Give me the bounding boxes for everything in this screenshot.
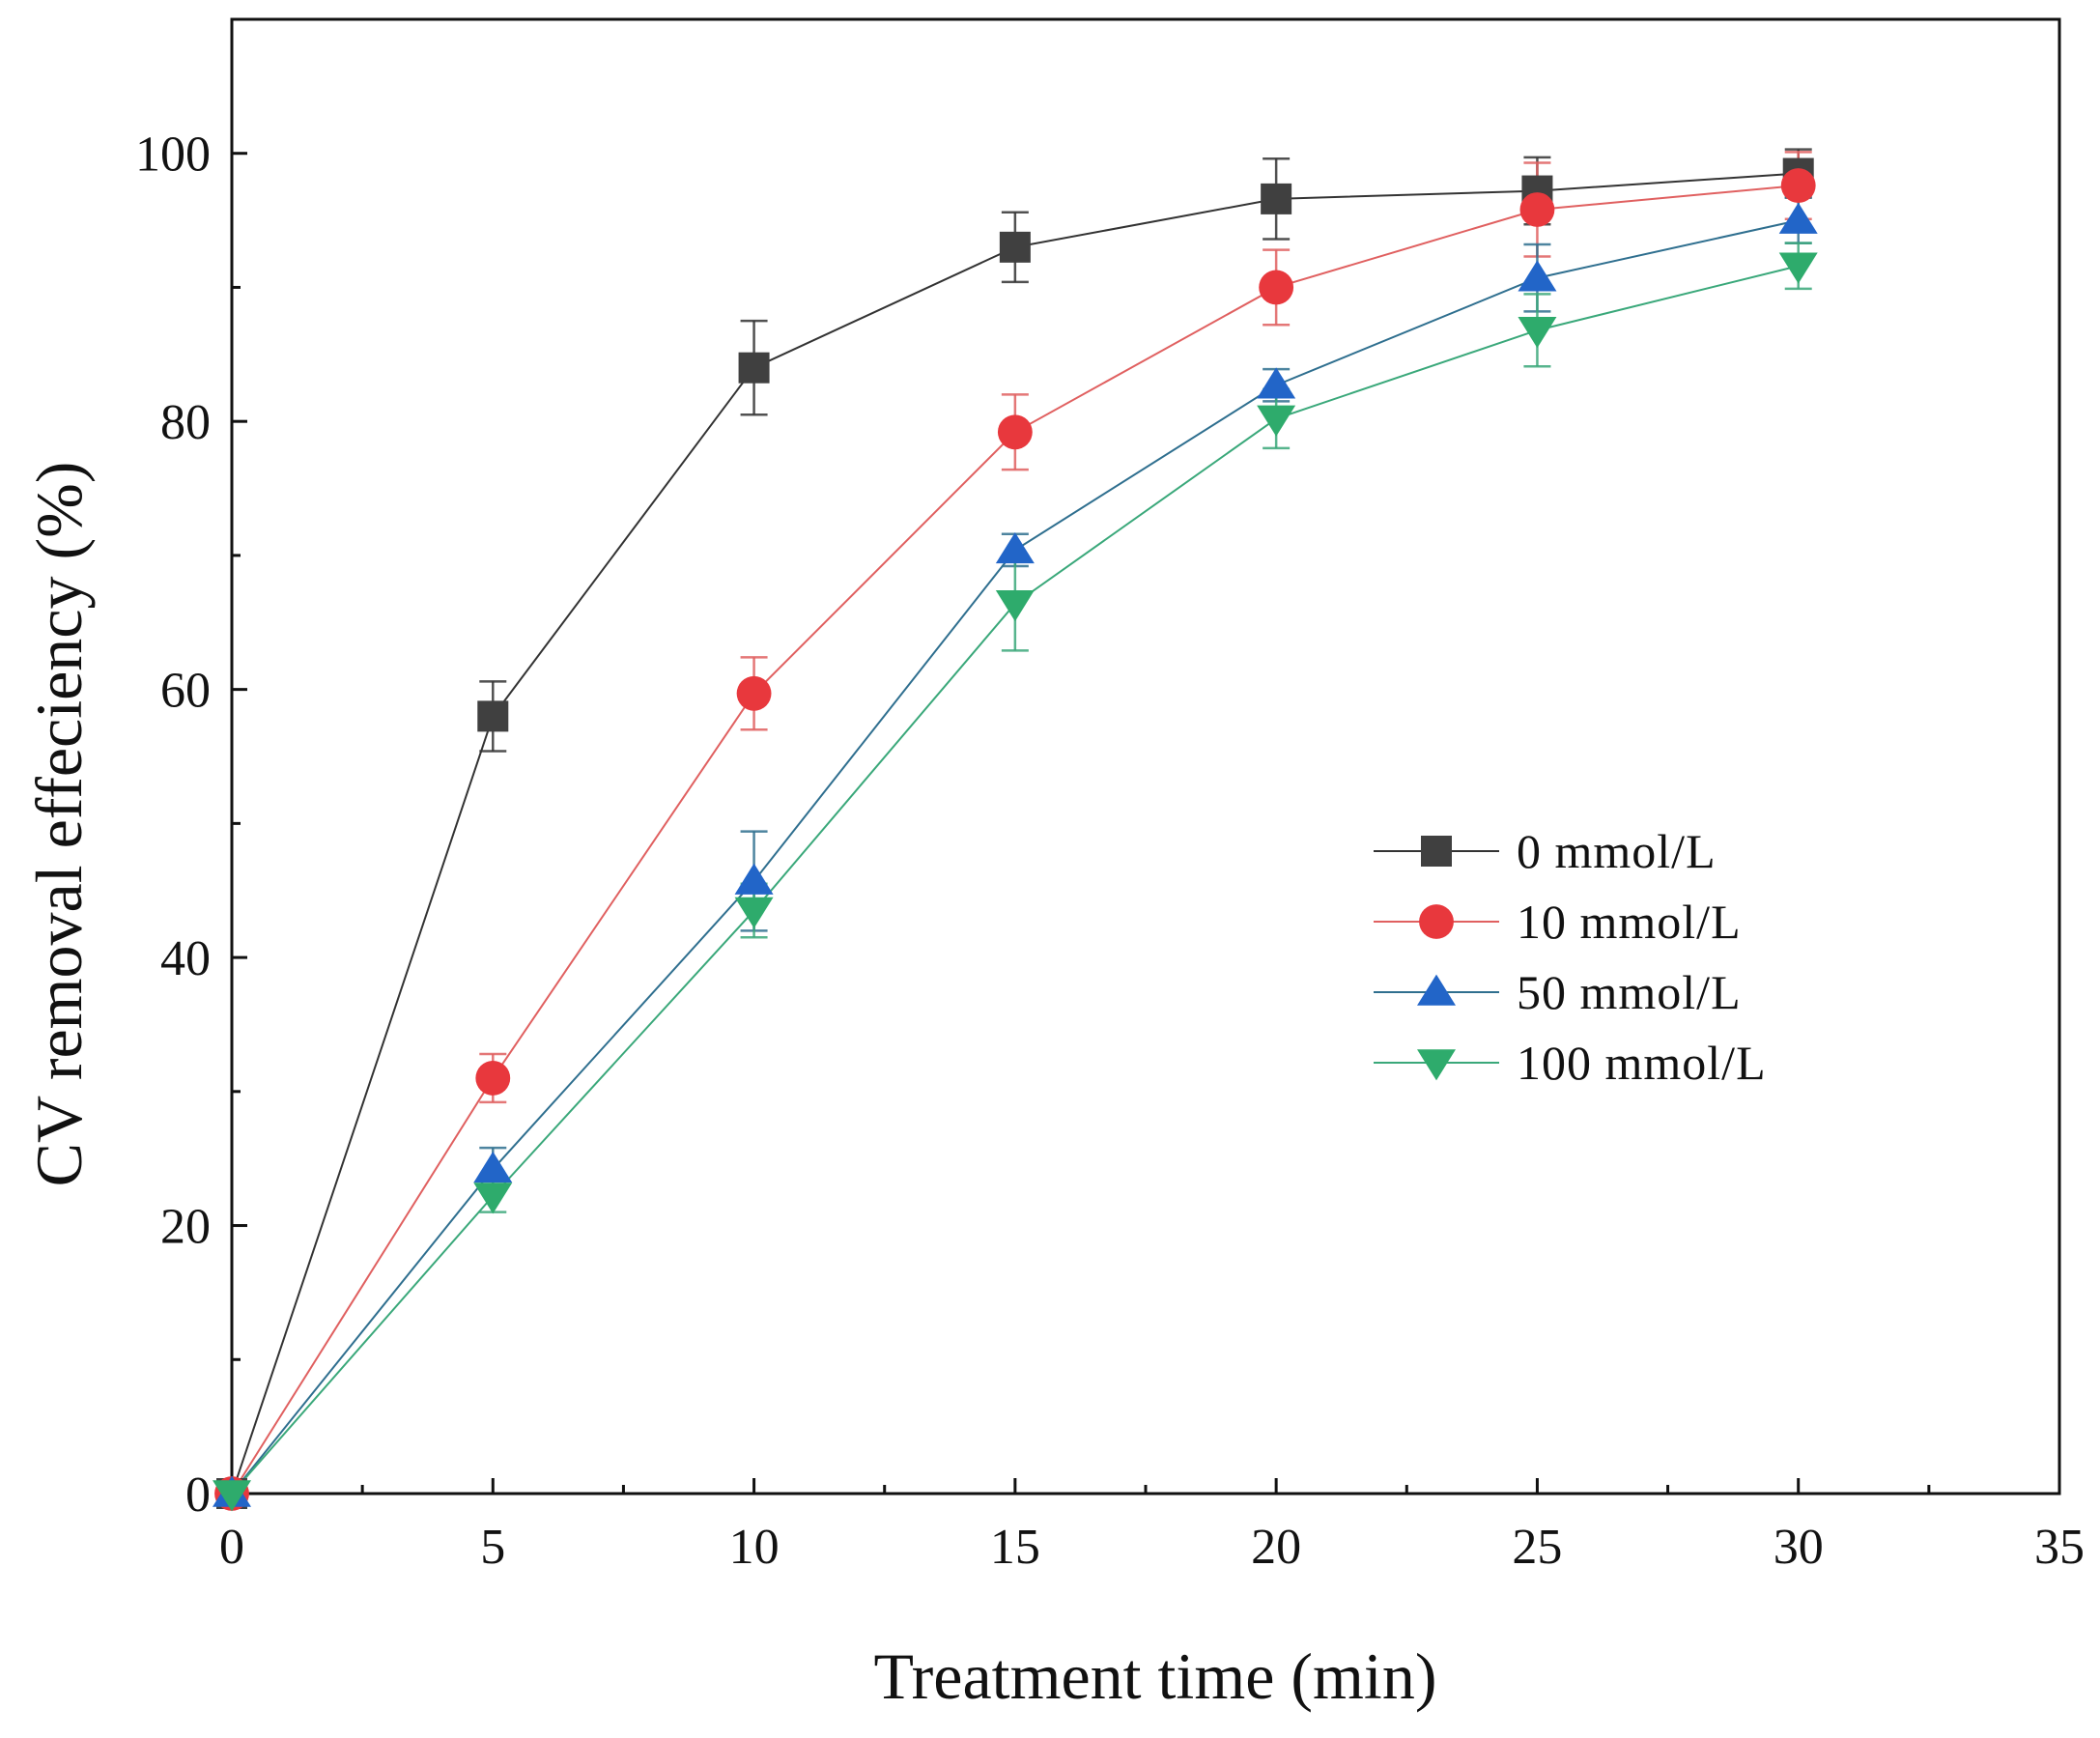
y-tick-label: 0 — [185, 1467, 211, 1523]
legend-marker — [1421, 836, 1452, 867]
x-tick-label: 10 — [729, 1520, 780, 1575]
legend-label: 0 mmol/L — [1517, 824, 1717, 878]
x-tick-label: 35 — [2034, 1520, 2085, 1575]
y-tick-label: 100 — [135, 128, 211, 183]
data-point — [997, 414, 1033, 450]
data-point — [995, 531, 1035, 564]
data-point — [999, 231, 1031, 263]
data-point — [734, 863, 774, 895]
data-point — [1257, 367, 1296, 399]
x-tick-label: 20 — [1251, 1520, 1301, 1575]
data-point — [738, 352, 770, 384]
y-tick-label: 60 — [160, 664, 211, 719]
data-point — [213, 1480, 251, 1512]
data-point — [475, 1061, 511, 1096]
legend-marker — [1417, 974, 1456, 1006]
data-point — [1259, 270, 1294, 305]
legend-label: 10 mmol/L — [1517, 895, 1742, 949]
legend-marker — [1417, 1049, 1456, 1081]
x-axis-title: Treatment time (min) — [874, 1639, 1437, 1713]
x-tick-label: 15 — [990, 1520, 1040, 1575]
legend-marker — [1419, 904, 1454, 939]
x-tick-label: 5 — [480, 1520, 505, 1575]
data-point — [1778, 252, 1818, 284]
data-point — [1518, 317, 1557, 349]
data-point — [473, 1151, 513, 1183]
data-point — [473, 1182, 513, 1214]
data-point — [1257, 405, 1296, 437]
plot-frame — [230, 17, 2061, 1496]
data-point — [1780, 168, 1816, 203]
data-point — [1519, 192, 1555, 227]
x-tick-label: 30 — [1774, 1520, 1824, 1575]
data-point — [1518, 260, 1557, 292]
data-point — [734, 897, 774, 928]
data-point — [736, 675, 772, 711]
data-point — [1778, 202, 1818, 234]
x-tick-label: 0 — [219, 1520, 244, 1575]
x-tick-label: 25 — [1512, 1520, 1562, 1575]
y-tick-label: 20 — [160, 1200, 211, 1255]
legend-label: 50 mmol/L — [1517, 965, 1742, 1019]
y-tick-label: 80 — [160, 395, 211, 450]
data-point — [477, 700, 509, 732]
y-tick-label: 40 — [160, 931, 211, 986]
data-point — [995, 590, 1035, 622]
data-point — [1261, 183, 1292, 214]
legend-label: 100 mmol/L — [1517, 1036, 1767, 1090]
y-axis-title: CV removal effeciency (%) — [22, 462, 96, 1187]
